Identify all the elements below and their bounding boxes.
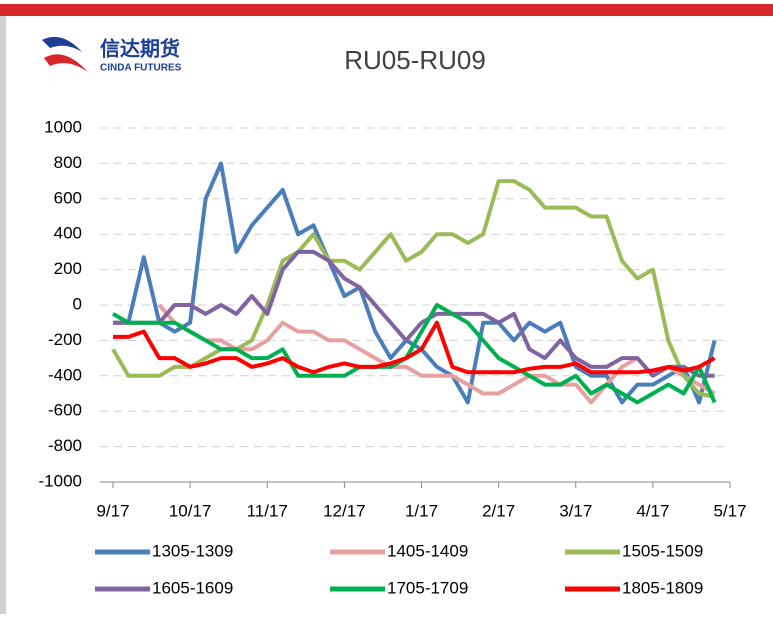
legend-label: 1805-1809 <box>622 578 703 597</box>
logo-name: 信达期货 <box>100 36 180 60</box>
logo: 信达期货 CINDA FUTURES <box>42 36 182 74</box>
legend-label: 1305-1309 <box>152 541 233 560</box>
x-tick-label: 9/17 <box>96 501 129 520</box>
y-tick-label: -400 <box>48 365 82 384</box>
y-tick-label: 800 <box>54 153 82 172</box>
x-tick-label: 2/17 <box>482 501 515 520</box>
legend-label: 1605-1609 <box>152 578 233 597</box>
legend-label: 1405-1409 <box>387 541 468 560</box>
y-tick-label: -600 <box>48 401 82 420</box>
chart-title: RU05-RU09 <box>344 45 486 75</box>
series-line <box>113 320 716 375</box>
series-line <box>111 179 716 399</box>
x-tick-label: 12/17 <box>323 501 366 520</box>
y-tick-label: -1000 <box>39 471 82 490</box>
y-tick-label: 0 <box>73 294 82 313</box>
legend-label: 1705-1709 <box>387 578 468 597</box>
logo-mark <box>42 36 82 52</box>
series-line <box>112 303 717 405</box>
y-tick-label: 200 <box>54 259 82 278</box>
y-tick-label: -800 <box>48 436 82 455</box>
y-tick-label: -200 <box>48 330 82 349</box>
y-tick-label: 1000 <box>44 117 82 136</box>
x-tick-label: 10/17 <box>169 501 212 520</box>
series-line <box>157 303 716 405</box>
left-border <box>0 16 6 614</box>
x-tick-label: 3/17 <box>559 501 592 520</box>
x-tick-label: 5/17 <box>713 501 746 520</box>
legend-label: 1505-1509 <box>622 541 703 560</box>
x-tick-label: 11/17 <box>247 501 288 520</box>
series-line <box>113 249 715 378</box>
top-bar <box>0 4 773 16</box>
y-tick-label: 600 <box>54 188 82 207</box>
x-tick-label: 1/17 <box>405 501 438 520</box>
logo-subtitle: CINDA FUTURES <box>100 63 182 74</box>
y-tick-label: 400 <box>54 224 82 243</box>
x-tick-label: 4/17 <box>636 501 669 520</box>
logo-mark <box>44 54 88 72</box>
